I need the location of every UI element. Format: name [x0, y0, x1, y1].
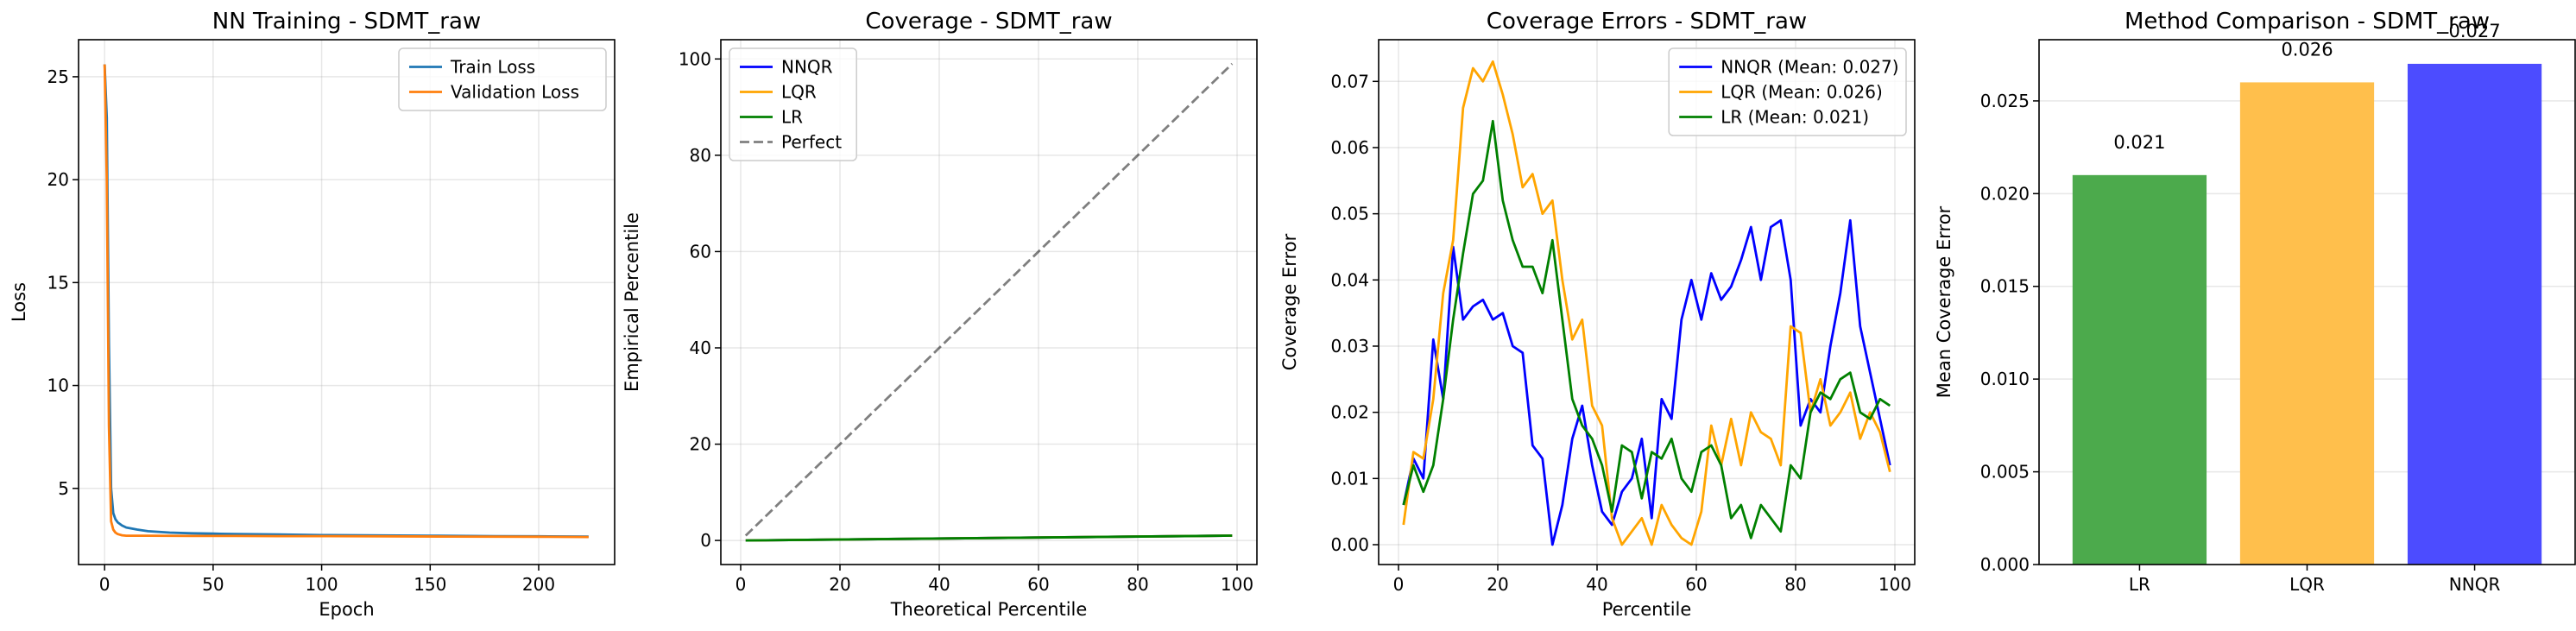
legend-label-1: LQR (Mean: 0.026) — [1720, 82, 1883, 103]
y-tick-label: 0.025 — [1980, 91, 2030, 111]
bar-lr — [2072, 174, 2207, 565]
x-tick-label: 0 — [99, 574, 110, 595]
y-tick-label: 0.015 — [1980, 276, 2030, 297]
bar-lqr — [2239, 82, 2375, 565]
x-tick-label: 150 — [414, 574, 446, 595]
axes-frame — [1378, 39, 1916, 565]
legend-label-0: NNQR (Mean: 0.027) — [1720, 57, 1898, 78]
chart-title: Method Comparison - SDMT_raw — [2125, 9, 2490, 35]
legend-box — [398, 47, 607, 111]
chart-3: 0.00 0.01 0.02 0.03 0.04 0.05 0.06 0.07 0 20 40 60 8… — [1279, 9, 1916, 620]
chart-title: Coverage Errors - SDMT_raw — [1487, 9, 1807, 35]
y-tick-label: 60 — [690, 241, 711, 262]
y-tick-label: 25 — [47, 66, 69, 87]
axes-frame — [720, 39, 1258, 565]
y-axis-label: Empirical Percentile — [622, 212, 642, 392]
x-tick-label: 100 — [1221, 574, 1253, 595]
series-line-2 — [1402, 119, 1891, 540]
bar-value-label: 0.026 — [2281, 39, 2333, 60]
y-tick-label: 40 — [690, 338, 711, 358]
legend-box — [1668, 47, 1907, 136]
chart-1: 5 10 15 20 25 0 50 100 150 200 NN Training - SDMT_… — [9, 9, 616, 620]
legend-box — [729, 47, 857, 161]
y-tick-label: 20 — [47, 169, 69, 190]
legend-label-1: LQR — [781, 82, 817, 103]
x-tick-label: 20 — [1487, 574, 1508, 595]
y-tick-label: 100 — [679, 48, 711, 69]
x-tick-label: 80 — [1784, 574, 1806, 595]
plot-area — [1402, 60, 1891, 546]
series-line-2 — [745, 534, 1233, 542]
series-line-1 — [1402, 60, 1891, 546]
y-tick-label: 10 — [47, 375, 69, 396]
y-tick-label: 5 — [58, 478, 69, 499]
x-axis-label: Percentile — [1602, 599, 1692, 620]
x-tick-label: LQR — [2289, 574, 2325, 595]
x-tick-label: 100 — [1878, 574, 1911, 595]
x-tick-label: 100 — [305, 574, 338, 595]
legend-label-0: NNQR — [781, 57, 833, 78]
x-tick-label: 50 — [202, 574, 224, 595]
x-tick-label: 200 — [522, 574, 555, 595]
x-axis-label: Theoretical Percentile — [890, 599, 1088, 620]
legend: Train Loss Validation Loss — [398, 47, 607, 111]
y-tick-label: 0.03 — [1330, 336, 1369, 357]
legend-label-0: Train Loss — [450, 57, 535, 78]
y-tick-label: 80 — [690, 145, 711, 166]
x-tick-label: 0 — [736, 574, 747, 595]
y-tick-label: 0.005 — [1980, 462, 2030, 483]
series-line-3 — [744, 62, 1234, 537]
y-tick-label: 0.00 — [1330, 534, 1369, 555]
y-tick-label: 20 — [690, 434, 711, 455]
y-tick-label: 0.04 — [1330, 269, 1369, 290]
plot-area — [2072, 63, 2542, 565]
x-axis-label: Epoch — [319, 599, 374, 620]
chart-4: 0.000 0.005 0.010 0.015 0.020 0.025 LR LQR NNQR 0… — [1934, 9, 2576, 595]
y-tick-label: 0.05 — [1330, 204, 1369, 224]
legend-label-3: Perfect — [781, 132, 842, 153]
y-axis-label: Loss — [9, 282, 29, 322]
axes-frame — [78, 39, 616, 565]
x-tick-label: 60 — [1685, 574, 1707, 595]
series-line-1 — [103, 64, 589, 539]
series-line-0 — [103, 64, 589, 538]
chart-title: Coverage - SDMT_raw — [865, 9, 1112, 35]
legend: NNQR LQR LR Perfect — [729, 47, 857, 161]
bar-value-label: 0.027 — [2449, 21, 2501, 41]
plot-area — [744, 62, 1234, 542]
y-tick-label: 0.01 — [1330, 468, 1369, 489]
x-tick-label: LR — [2129, 574, 2150, 595]
bar-nnqr — [2407, 63, 2542, 565]
legend-label-2: LR (Mean: 0.021) — [1720, 107, 1869, 128]
x-tick-label: 80 — [1127, 574, 1148, 595]
y-tick-label: 0.07 — [1330, 71, 1369, 91]
x-tick-label: NNQR — [2449, 574, 2501, 595]
series-line-0 — [1402, 218, 1891, 546]
legend: NNQR (Mean: 0.027) LQR (Mean: 0.026) LR (M… — [1668, 47, 1907, 136]
x-tick-label: 40 — [928, 574, 950, 595]
y-tick-label: 0.02 — [1330, 402, 1369, 423]
legend-label-1: Validation Loss — [451, 82, 579, 103]
x-tick-label: 20 — [829, 574, 850, 595]
chart-title: NN Training - SDMT_raw — [212, 9, 481, 35]
legend-label-2: LR — [781, 107, 803, 128]
chart-2: 0 20 40 60 80 100 0 20 40 60 80 100 Coverage - SDMT_… — [622, 9, 1258, 620]
axes-frame — [2038, 39, 2576, 565]
y-tick-label: 0 — [700, 530, 711, 551]
y-tick-label: 0.020 — [1980, 183, 2030, 204]
y-tick-label: 0.000 — [1980, 554, 2030, 575]
y-tick-label: 15 — [47, 272, 69, 293]
plot-area — [103, 64, 589, 539]
x-tick-label: 40 — [1586, 574, 1607, 595]
y-tick-label: 0.06 — [1330, 137, 1369, 158]
y-axis-label: Coverage Error — [1279, 233, 1300, 370]
y-axis-label: Mean Coverage Error — [1934, 205, 1954, 398]
y-tick-label: 0.010 — [1980, 369, 2030, 389]
x-tick-label: 0 — [1393, 574, 1405, 595]
bar-value-label: 0.021 — [2113, 132, 2165, 153]
x-tick-label: 60 — [1027, 574, 1049, 595]
